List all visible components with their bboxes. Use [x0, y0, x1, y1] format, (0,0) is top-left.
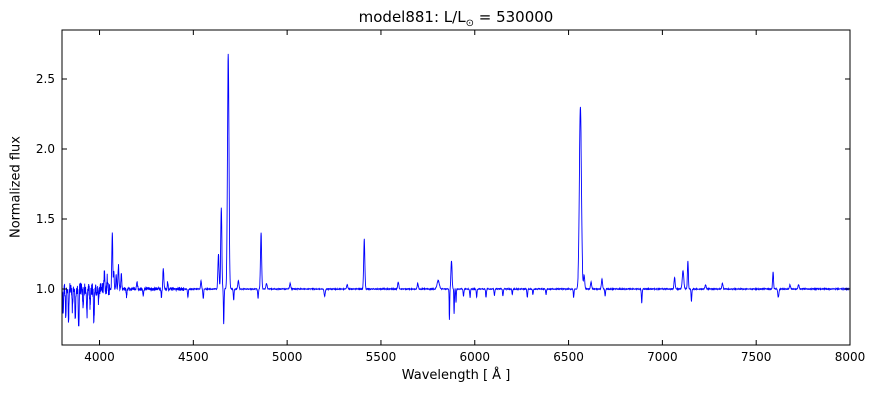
y-tick-label: 1.0 [36, 282, 55, 296]
y-tick-label: 1.5 [36, 212, 55, 226]
x-tick-label: 4500 [178, 350, 209, 364]
plot-title-suffix: = 530000 [473, 8, 554, 26]
x-tick-label: 6500 [553, 350, 584, 364]
spectrum-line [62, 53, 850, 327]
x-tick-label: 5500 [366, 350, 397, 364]
x-tick-label: 7000 [647, 350, 678, 364]
x-tick-label: 7500 [741, 350, 772, 364]
y-tick-label: 2.5 [36, 72, 55, 86]
sun-symbol: ⊙ [465, 18, 474, 29]
x-tick-label: 6000 [459, 350, 490, 364]
plot-title-prefix: model881: L/L [358, 8, 466, 26]
x-axis-label: Wavelength [ Å ] [401, 368, 511, 383]
x-tick-label: 8000 [835, 350, 866, 364]
x-tick-label: 4000 [84, 350, 115, 364]
x-tick-label: 5000 [272, 350, 303, 364]
plot-title: model881: L/L⊙ = 530000 [62, 8, 850, 30]
axes-box [61, 29, 851, 346]
y-tick-label: 2.0 [36, 142, 55, 156]
